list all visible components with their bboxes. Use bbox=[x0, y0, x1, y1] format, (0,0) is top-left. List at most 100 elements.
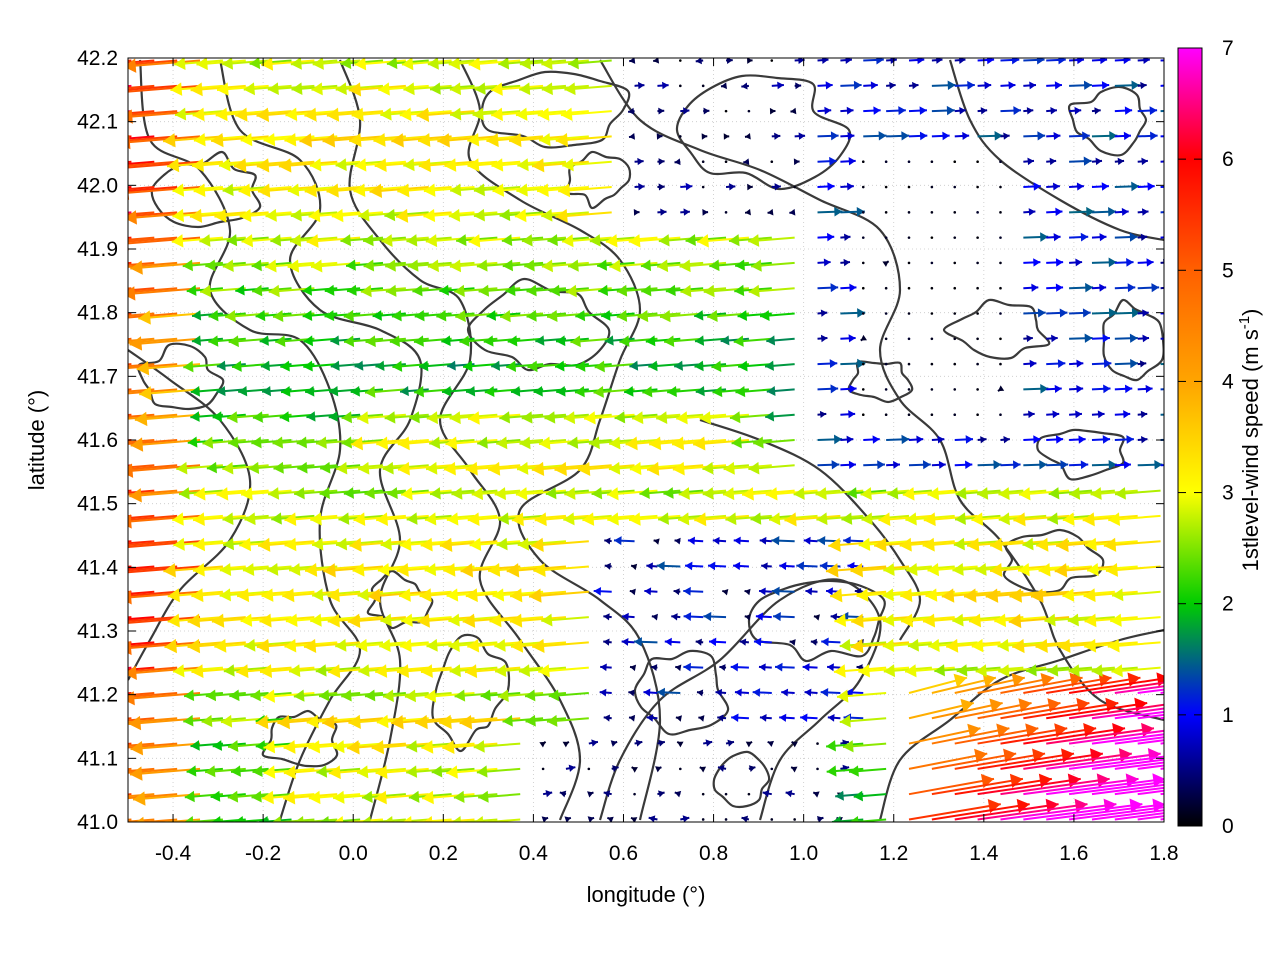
wind-arrow bbox=[818, 384, 839, 393]
wind-arrow bbox=[1115, 334, 1138, 343]
wind-arrow bbox=[818, 283, 839, 292]
wind-arrow bbox=[999, 236, 1002, 239]
wind-arrow bbox=[931, 338, 934, 341]
wind-arrow bbox=[908, 186, 911, 189]
wind-arrow bbox=[604, 790, 612, 797]
wind-arrow bbox=[674, 588, 681, 595]
wind-arrow bbox=[563, 742, 569, 748]
wind-arrow bbox=[657, 208, 666, 215]
wind-arrow bbox=[765, 361, 795, 371]
wind-arrow bbox=[726, 183, 735, 190]
wind-arrow bbox=[332, 816, 383, 829]
x-tick-label: 0.4 bbox=[519, 842, 549, 865]
wind-arrow bbox=[840, 56, 852, 64]
wind-arrow bbox=[649, 815, 658, 822]
wind-arrow bbox=[1092, 56, 1107, 64]
wind-arrow bbox=[1138, 208, 1149, 216]
wind-arrow bbox=[1115, 410, 1130, 418]
wind-arrow bbox=[770, 160, 773, 163]
wind-arrow bbox=[1000, 132, 1009, 139]
x-tick-label: -0.4 bbox=[155, 842, 192, 865]
wind-arrow bbox=[44, 388, 132, 402]
wind-arrow bbox=[976, 363, 979, 366]
wind-arrow bbox=[886, 82, 896, 89]
contour-line bbox=[567, 152, 630, 208]
wind-arrow bbox=[821, 637, 840, 646]
wind-arrow bbox=[41, 793, 131, 807]
wind-arrow bbox=[59, 541, 154, 555]
wind-arrow bbox=[1069, 308, 1091, 317]
wind-arrow bbox=[908, 388, 911, 391]
wind-arrow bbox=[349, 538, 405, 552]
wind-arrow bbox=[734, 537, 749, 545]
wind-arrow bbox=[725, 793, 728, 796]
wind-arrow bbox=[931, 160, 934, 163]
wind-arrow bbox=[1023, 131, 1045, 140]
wind-arrow bbox=[1138, 258, 1154, 266]
wind-arrow bbox=[1161, 56, 1176, 64]
wind-arrow bbox=[1161, 81, 1178, 89]
wind-arrow bbox=[1138, 385, 1153, 393]
colorbar-label-superscript: -1 bbox=[1236, 316, 1253, 329]
wind-arrow bbox=[908, 413, 911, 416]
wind-arrow bbox=[1046, 410, 1059, 418]
colorbar-tick-label: 3 bbox=[1222, 482, 1234, 505]
x-tick-label: 1.0 bbox=[789, 842, 818, 865]
wind-arrow bbox=[745, 133, 751, 140]
wind-arrow bbox=[478, 791, 520, 803]
wind-arrow bbox=[862, 262, 865, 265]
wind-arrow bbox=[1046, 183, 1060, 191]
wind-arrow bbox=[1138, 411, 1148, 418]
wind-arrow bbox=[68, 717, 154, 731]
wind-arrow bbox=[751, 259, 795, 271]
wind-arrow bbox=[909, 106, 927, 115]
wind-arrow bbox=[793, 186, 796, 189]
wind-arrow bbox=[999, 211, 1002, 214]
wind-arrow bbox=[725, 818, 728, 821]
wind-arrow bbox=[741, 82, 749, 89]
wind-arrow bbox=[1138, 82, 1147, 89]
wind-arrow bbox=[1046, 132, 1060, 140]
wind-arrow bbox=[66, 211, 154, 225]
wind-arrow bbox=[953, 287, 956, 290]
wind-arrow bbox=[840, 284, 856, 292]
wind-arrow bbox=[629, 715, 635, 722]
wind-arrow bbox=[976, 287, 979, 290]
wind-arrow bbox=[604, 715, 612, 722]
contour-line bbox=[1069, 87, 1146, 155]
wind-arrow bbox=[784, 512, 840, 526]
wind-arrow bbox=[749, 285, 795, 298]
wind-arrow bbox=[1115, 56, 1131, 64]
wind-arrow bbox=[748, 110, 751, 113]
wind-arrow bbox=[908, 262, 911, 265]
wind-arrow bbox=[702, 133, 708, 140]
wind-arrow bbox=[1092, 158, 1102, 165]
wind-arrow bbox=[702, 186, 705, 189]
wind-arrow bbox=[529, 588, 589, 602]
wind-arrow bbox=[725, 211, 728, 214]
wind-arrow bbox=[775, 663, 795, 672]
wind-arrow bbox=[1069, 360, 1083, 368]
wind-arrow bbox=[999, 338, 1002, 341]
wind-arrow bbox=[999, 312, 1002, 315]
wind-arrow bbox=[401, 816, 452, 829]
wind-arrow bbox=[885, 287, 888, 290]
wind-arrow bbox=[931, 413, 934, 416]
wind-arrow bbox=[634, 209, 640, 216]
wind-arrow bbox=[683, 663, 703, 672]
wind-arrow bbox=[614, 536, 635, 545]
wind-arrow bbox=[603, 613, 611, 620]
wind-arrow bbox=[931, 236, 934, 239]
wind-arrow bbox=[749, 765, 755, 772]
wind-arrow bbox=[703, 739, 712, 746]
wind-arrow bbox=[1023, 284, 1038, 292]
wind-arrow bbox=[1046, 284, 1063, 292]
x-tick-label: 1.2 bbox=[879, 842, 908, 865]
wind-arrow bbox=[828, 714, 841, 722]
wind-arrow bbox=[818, 460, 840, 469]
wind-arrow bbox=[719, 664, 726, 671]
wind-arrow bbox=[731, 713, 749, 722]
wind-arrow bbox=[630, 665, 636, 672]
y-tick-label: 41.3 bbox=[77, 620, 118, 643]
wind-arrow bbox=[768, 209, 774, 216]
